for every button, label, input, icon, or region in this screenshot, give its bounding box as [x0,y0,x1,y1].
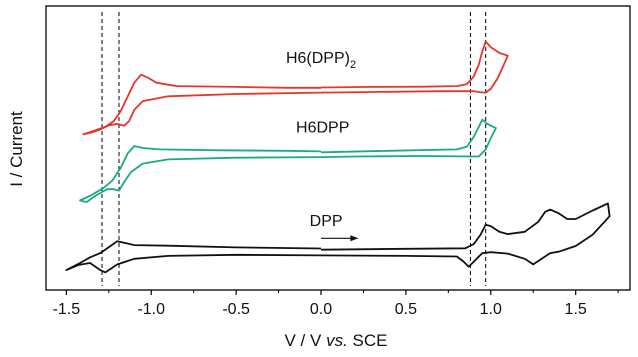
trace-labels: H6(DPP)2 H6DPP DPP [286,50,356,230]
y-axis-label: I / Current [7,111,26,187]
trace-label-h6dpp: H6DPP [296,119,349,136]
x-axis-ticks: -1.5 -1.0 -0.5 0.0 0.5 1.0 1.5 [53,290,619,318]
x-tick-label-0: 0.0 [310,301,332,318]
x-tick-label-0p5: 0.5 [395,301,417,318]
trace-label-h6dpp2: H6(DPP)2 [286,50,356,71]
series-group [65,40,611,274]
series-line-h6dpp2 [82,40,509,136]
x-tick-label-m1p5: -1.5 [53,301,81,318]
series-line-dpp [65,202,611,274]
scan-direction-arrowhead [350,235,359,242]
x-tick-label-m0p5: -0.5 [222,301,250,318]
plot-frame [45,5,631,291]
trace-label-dpp: DPP [310,213,343,230]
series-line-h6dpp [79,118,497,203]
x-axis-label: V / V vs. SCE [285,331,388,350]
x-tick-label-1: 1.0 [480,301,502,318]
x-tick-label-1p5: 1.5 [565,301,587,318]
x-tick-label-m1: -1.0 [137,301,165,318]
